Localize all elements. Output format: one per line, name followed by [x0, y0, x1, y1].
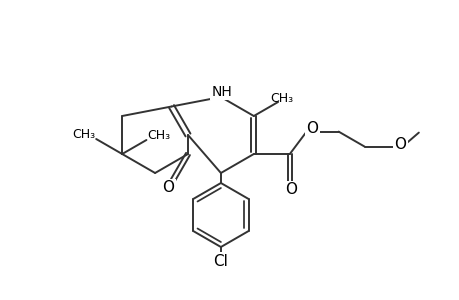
- Text: O: O: [394, 137, 406, 152]
- Text: NH: NH: [211, 85, 232, 99]
- Text: CH₃: CH₃: [270, 92, 293, 104]
- Text: CH₃: CH₃: [73, 128, 95, 140]
- Text: O: O: [162, 181, 174, 196]
- Text: O: O: [306, 121, 318, 136]
- Text: CH₃: CH₃: [146, 128, 170, 142]
- Text: O: O: [284, 182, 296, 197]
- Text: Cl: Cl: [213, 254, 228, 268]
